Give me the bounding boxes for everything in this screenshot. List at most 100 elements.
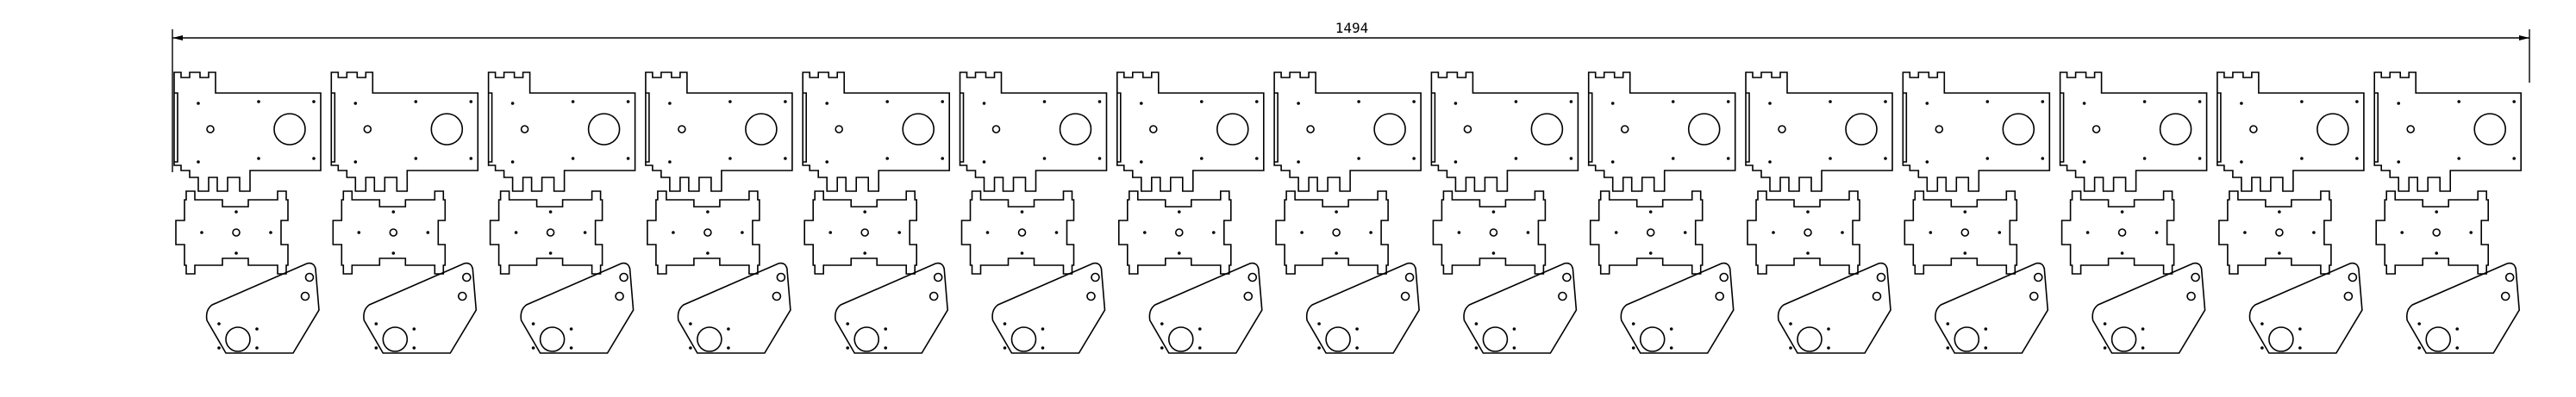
bracket-plate-outline <box>959 71 1108 192</box>
bracket-plate-edge-detail <box>1746 92 1750 163</box>
angled-mount-plate-mount-hole <box>1474 346 1479 350</box>
bracket-plate-mount-hole <box>2512 157 2516 160</box>
bracket-plate-mount-hole <box>784 100 787 103</box>
angled-mount-plate-hole <box>1558 291 1567 301</box>
bracket-plate-outline <box>1116 71 1265 192</box>
center-plate-mount-hole <box>897 231 901 234</box>
angled-mount-plate-hole <box>2504 272 2515 282</box>
bracket-plate-mount-hole <box>825 160 828 164</box>
part-column-9 <box>1430 71 1579 354</box>
center-plate-mount-hole <box>2469 231 2473 234</box>
center-plate-mount-hole <box>548 251 553 255</box>
angled-mount-plate-mount-hole <box>2455 327 2459 331</box>
center-plate-mount-hole <box>2312 231 2316 234</box>
angled-mount-plate-mount-hole <box>846 346 849 350</box>
bracket-plate-pilot-hole <box>1620 125 1629 133</box>
bracket-plate-mount-hole <box>1357 157 1360 160</box>
part-column-14 <box>2216 71 2365 354</box>
angled-mount-plate-bore <box>697 326 722 352</box>
center-plate-mount-hole <box>863 210 866 214</box>
bracket-plate-mount-hole <box>1357 100 1360 103</box>
bracket-plate-mount-hole <box>626 157 630 160</box>
angled-mount-plate-outline <box>1148 262 1263 354</box>
angled-mount-plate-hole <box>1400 291 1410 301</box>
center-plate-mount-hole <box>1143 231 1147 234</box>
bracket-plate-bore <box>587 113 621 146</box>
bracket-plate-mount-hole <box>1042 100 1047 103</box>
center-plate-mount-hole <box>2243 231 2247 234</box>
center-plate-mount-hole <box>741 231 744 234</box>
angled-mount-plate-hole <box>1091 272 1100 282</box>
angled-mount-plate-mount-hole <box>884 346 887 350</box>
angled-mount-plate-mount-hole <box>374 322 378 326</box>
center-plate-outline <box>1904 190 2018 275</box>
bracket-plate-mount-hole <box>2041 157 2045 160</box>
bracket-plate-pilot-hole <box>835 125 844 133</box>
angled-mount-plate-hole <box>2348 272 2358 282</box>
center-plate-center-hole <box>2117 228 2127 237</box>
part-column-5 <box>802 71 951 354</box>
bracket-plate-mount-hole <box>510 160 515 164</box>
bracket-plate-mount-hole <box>2457 100 2460 103</box>
angled-mount-plate-outline <box>835 262 949 354</box>
bracket-plate-mount-hole <box>1454 102 1458 105</box>
bracket-plate-mount-hole <box>2082 102 2086 105</box>
bracket-plate-mount-hole <box>1255 100 1259 103</box>
center-plate-center-hole <box>1017 228 1027 237</box>
angled-mount-plate-hole <box>772 291 782 301</box>
angled-mount-plate-mount-hole <box>1160 322 1164 326</box>
angled-mount-plate-mount-hole <box>1355 346 1359 350</box>
center-plate-mount-hole <box>1963 210 1967 214</box>
center-plate-mount-hole <box>2435 251 2438 255</box>
angled-mount-plate-mount-hole <box>255 346 259 350</box>
angled-mount-plate-hole <box>615 291 624 301</box>
bracket-plate-edge-detail <box>803 92 808 163</box>
angled-mount-plate-hole <box>1715 291 1724 301</box>
bracket-plate-mount-hole <box>982 160 986 164</box>
center-plate-mount-hole <box>1526 231 1530 234</box>
bracket-plate-mount-hole <box>1884 157 1887 160</box>
bracket-plate-mount-hole <box>197 102 200 105</box>
angled-mount-plate-bore <box>1325 326 1351 352</box>
center-plate-mount-hole <box>985 231 990 234</box>
bracket-plate-bore <box>1216 113 1249 146</box>
angled-mount-plate-mount-hole <box>1198 327 1202 331</box>
bracket-plate-mount-hole <box>257 157 260 160</box>
bracket-plate-mount-hole <box>2198 157 2202 160</box>
center-plate-mount-hole <box>234 251 238 255</box>
bracket-plate-edge-detail <box>1116 92 1122 163</box>
bracket-plate-outline <box>1587 71 1736 192</box>
part-column-3 <box>487 71 636 354</box>
bracket-plate-pilot-hole <box>1463 125 1472 133</box>
angled-mount-plate-mount-hole <box>2298 346 2302 350</box>
bracket-plate-mount-hole <box>1768 160 1772 164</box>
center-plate-outline <box>647 190 760 275</box>
center-plate-outline <box>1432 190 1547 275</box>
bracket-plate-bore <box>430 113 464 146</box>
bracket-plate-pilot-hole <box>363 125 372 133</box>
center-plate-mount-hole <box>583 231 587 234</box>
center-plate-mount-hole <box>1491 210 1496 214</box>
angled-mount-plate-mount-hole <box>569 346 573 350</box>
angled-mount-plate-mount-hole <box>1946 346 1950 350</box>
angled-mount-plate-mount-hole <box>569 327 573 331</box>
center-plate-center-hole <box>703 228 712 237</box>
center-plate-mount-hole <box>706 251 710 255</box>
bracket-plate-mount-hole <box>1042 157 1047 160</box>
angled-mount-plate-mount-hole <box>1355 327 1359 331</box>
center-plate-outline <box>175 190 289 275</box>
center-plate-center-hole <box>2275 228 2284 237</box>
center-plate-mount-hole <box>1178 210 1181 214</box>
center-plate-center-hole <box>389 228 398 237</box>
center-plate-mount-hole <box>1614 231 1618 234</box>
bracket-plate-pilot-hole <box>1149 125 1158 133</box>
angled-mount-plate-hole <box>2034 272 2043 282</box>
bracket-plate-mount-hole <box>1140 160 1143 164</box>
overall-dimension-label: 1494 <box>1335 20 1369 36</box>
bracket-plate-pilot-hole <box>2249 125 2258 133</box>
bracket-plate-mount-hole <box>1726 100 1730 103</box>
angled-mount-plate-hole <box>1404 272 1415 282</box>
overall-dimension <box>172 29 2530 172</box>
part-column-10 <box>1587 71 1736 354</box>
bracket-plate-edge-detail <box>174 92 178 163</box>
